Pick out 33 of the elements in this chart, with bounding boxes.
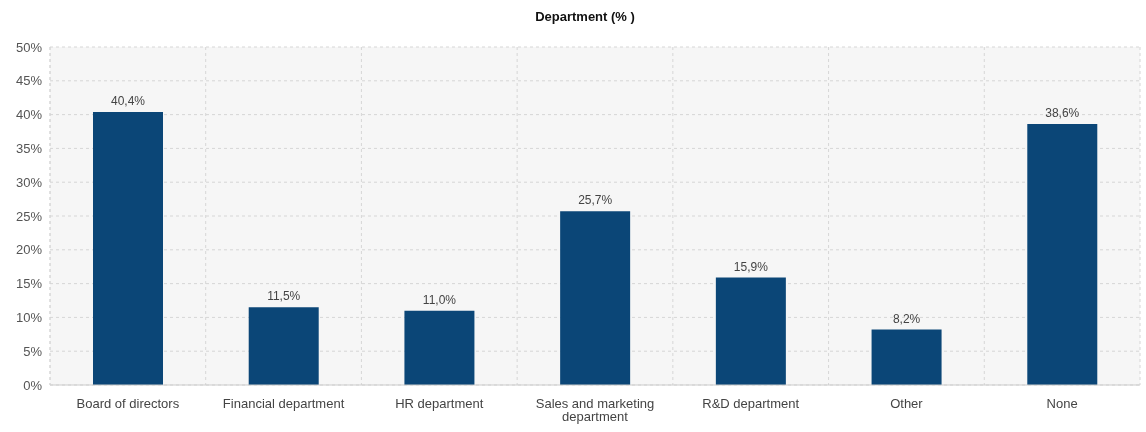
y-tick-label: 45% — [15, 73, 43, 89]
y-tick-label: 20% — [15, 242, 43, 258]
x-tick-label: HR department — [395, 396, 484, 412]
bar — [93, 111, 163, 385]
y-tick-label: 25% — [15, 208, 43, 224]
x-tick-label: Sales and marketing department — [535, 396, 655, 425]
y-tick-label: 40% — [15, 107, 43, 123]
data-label: 11,0% — [422, 292, 457, 307]
y-tick-label: 35% — [15, 141, 43, 157]
y-tick-label: 10% — [15, 310, 43, 326]
bar — [715, 277, 786, 385]
y-tick-label: 15% — [15, 276, 43, 292]
chart-title: Department (% ) — [534, 9, 636, 24]
data-label: 40,4% — [110, 93, 146, 108]
data-label: 8,2% — [892, 311, 921, 326]
bar — [871, 329, 942, 385]
y-tick-label: 5% — [23, 343, 43, 359]
x-tick-label: Board of directors — [76, 396, 180, 412]
data-label: 38,6% — [1045, 106, 1080, 121]
y-tick-label: 50% — [15, 39, 43, 55]
x-tick-label: Other — [890, 396, 924, 412]
bar — [1027, 124, 1098, 385]
y-tick-label: 30% — [15, 174, 43, 190]
data-label: 15,9% — [733, 259, 769, 274]
x-tick-label: None — [1046, 396, 1078, 412]
data-label: 11,5% — [267, 289, 301, 304]
bar — [404, 310, 475, 385]
x-tick-label: R&D department — [702, 396, 800, 412]
bar — [560, 211, 631, 385]
data-label: 25,7% — [578, 193, 613, 208]
x-tick-label: Financial department — [222, 396, 345, 412]
y-tick-label: 0% — [23, 377, 43, 393]
bar — [248, 307, 319, 385]
